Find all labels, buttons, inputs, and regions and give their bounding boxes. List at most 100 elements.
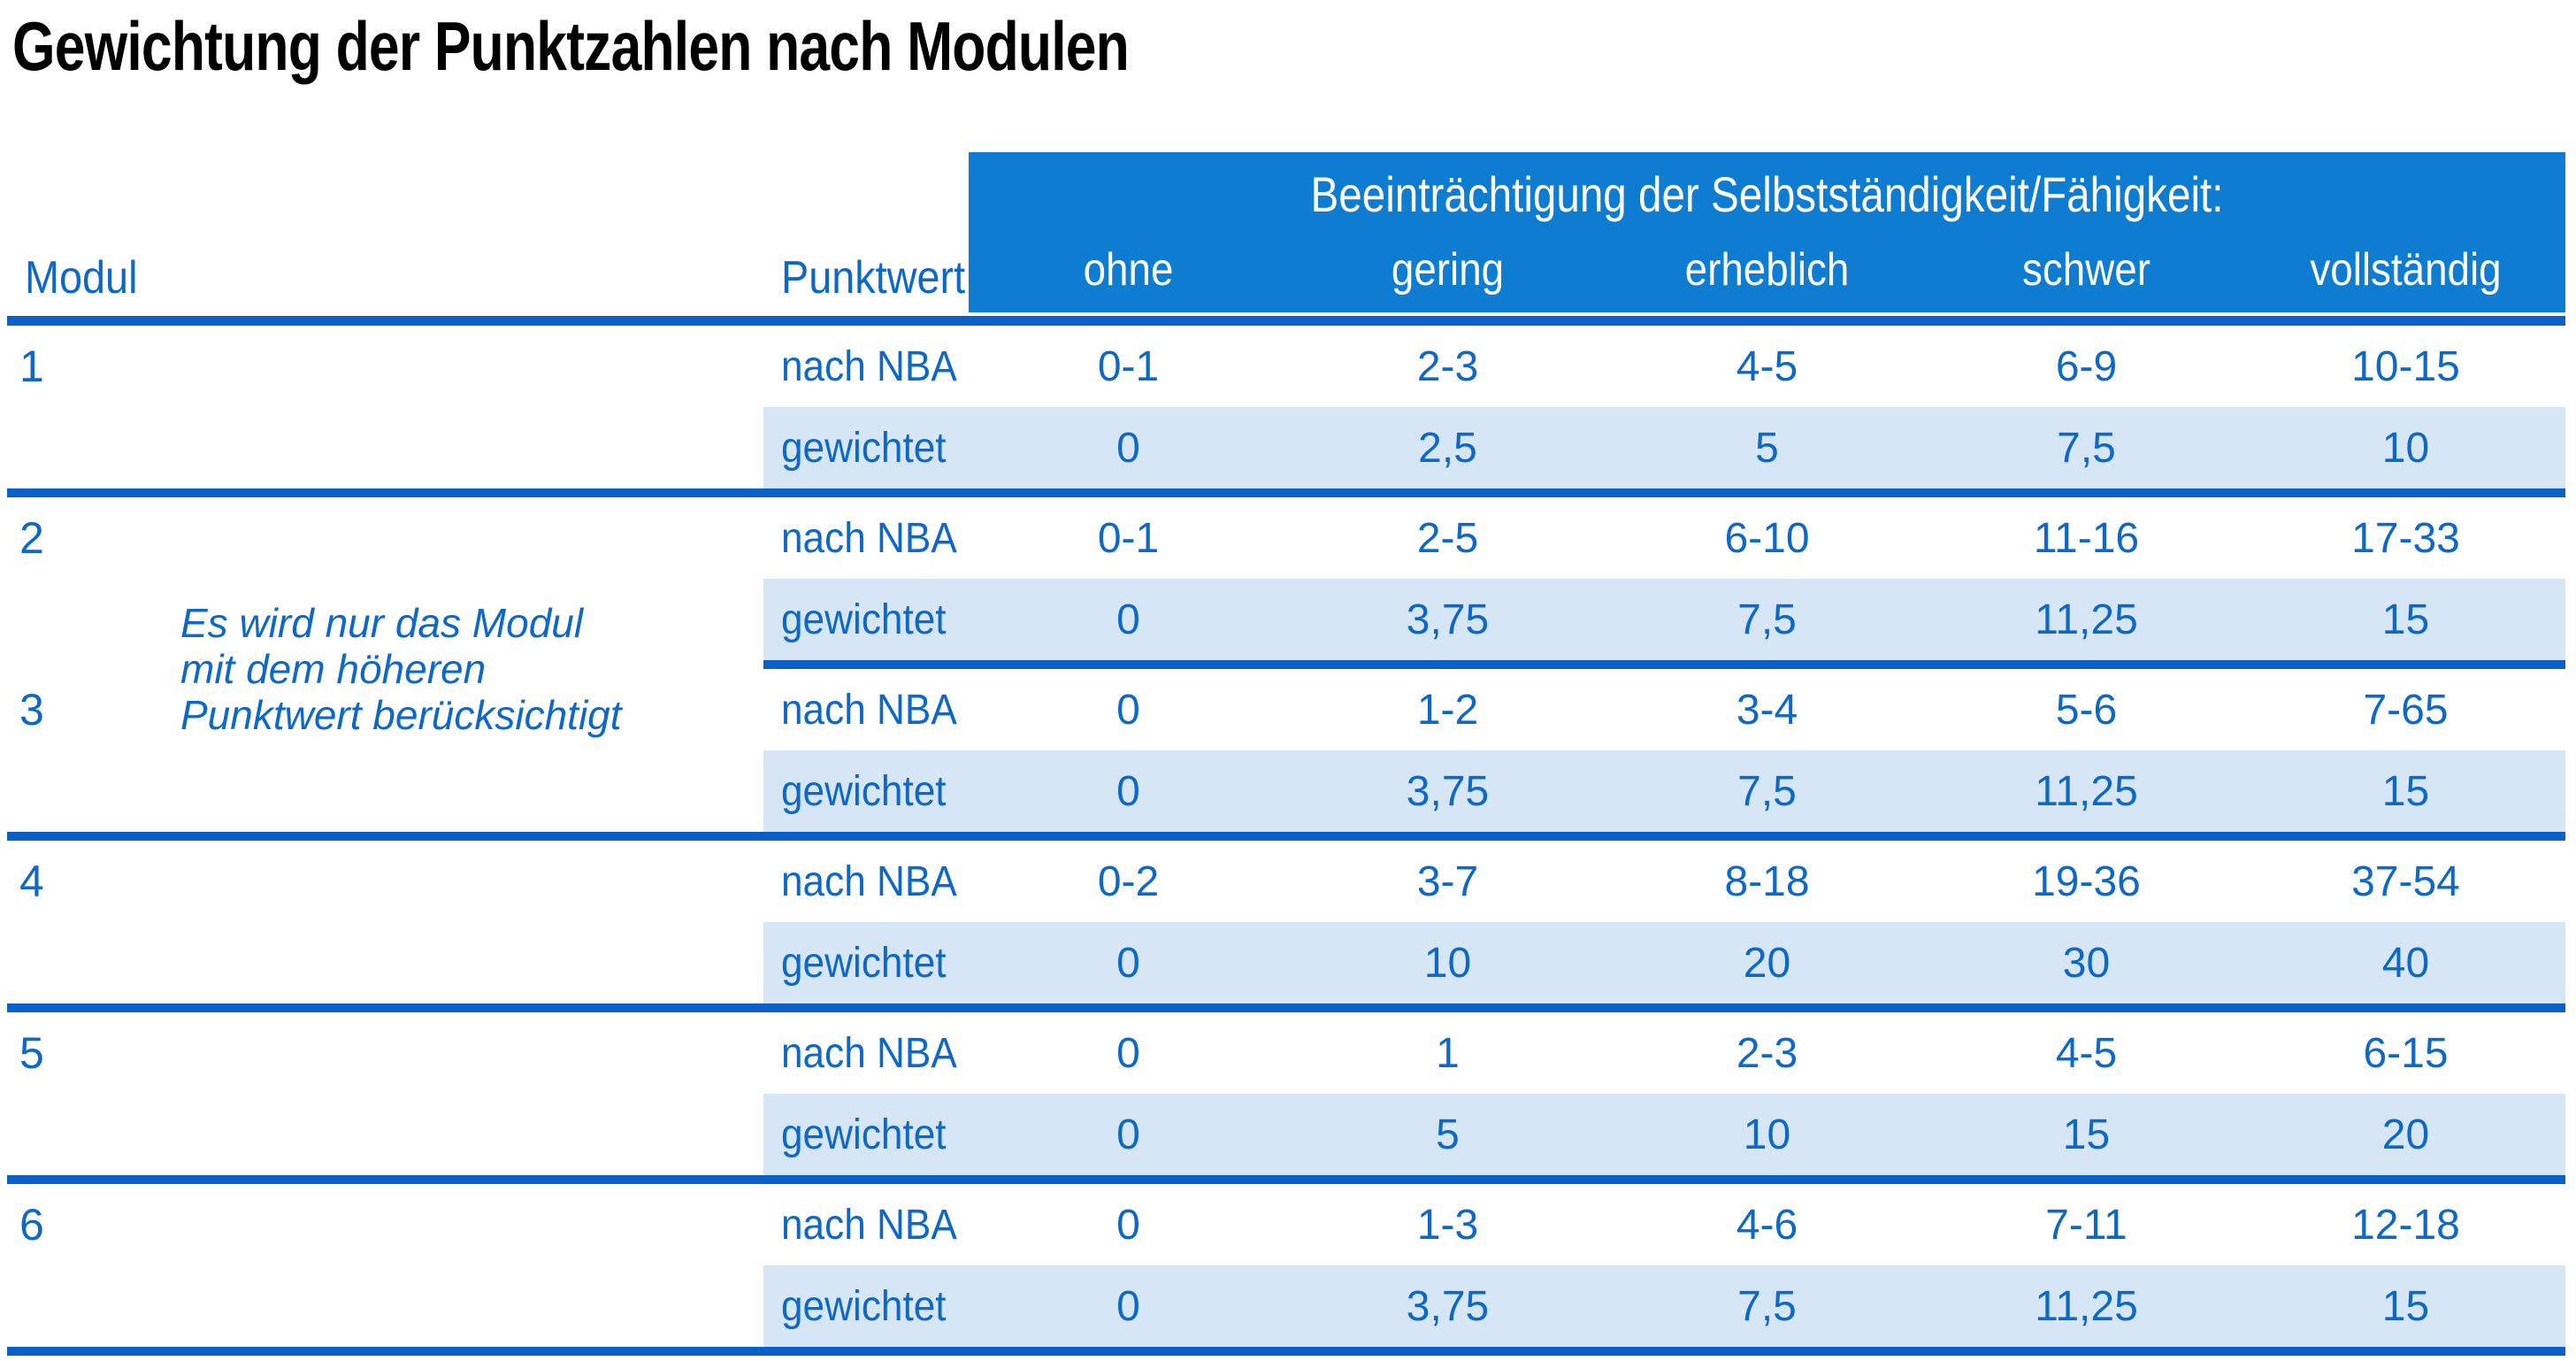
separator-rule — [7, 1003, 2565, 1012]
value-cell: 2-3 — [1416, 342, 1479, 390]
value-cell: 0 — [1116, 424, 1140, 472]
weighted-row-highlight — [763, 579, 2565, 660]
separator-rule — [7, 832, 2565, 841]
value-cell: 3-7 — [1416, 857, 1479, 905]
row-label: nach NBA — [781, 857, 957, 905]
value-cell: 10-15 — [2351, 342, 2460, 390]
row-label: gewichtet — [781, 1111, 947, 1158]
value-cell: 19-36 — [2032, 857, 2141, 905]
value-cell: 3,75 — [1406, 1282, 1490, 1330]
table-row: gewichtet 0 10 20 30 40 — [7, 922, 2565, 1003]
module-number: 1 — [19, 342, 44, 391]
module-group-5: 5 nach NBA 0 1 2-3 4-5 6-15 gewichtet 0 5 10 15 20 — [7, 1012, 2565, 1184]
value-cell: 0 — [1116, 767, 1140, 815]
severity-column-headers: ohne gering erheblich schwer vollständig — [969, 242, 2565, 297]
header-underline — [7, 316, 2565, 326]
note-line: Punktwert berücksichtigt — [180, 692, 622, 738]
module-group-2: 2 nach NBA 0-1 2-5 6-10 11-16 17-33 gewichtet 0 3… — [7, 497, 2565, 669]
value-cell: 7,5 — [1737, 596, 1797, 643]
value-cell: 0 — [1116, 1111, 1140, 1158]
value-cell: 3-4 — [1736, 686, 1798, 734]
separator-rule — [763, 660, 2565, 669]
value-cell: 37-54 — [2351, 857, 2460, 905]
value-cell: 4-5 — [2055, 1029, 2118, 1077]
row-label: gewichtet — [781, 1282, 947, 1330]
impairment-heading: Beeinträchtigung der Selbstständigkeit/F… — [1310, 166, 2224, 222]
value-cell: 7,5 — [2057, 424, 2116, 472]
row-label: gewichtet — [781, 596, 947, 643]
separator-rule — [7, 1175, 2565, 1184]
module-separator — [7, 832, 2565, 841]
row-label: gewichtet — [781, 939, 947, 987]
table-row: gewichtet 0 2,5 5 7,5 10 — [7, 407, 2565, 488]
table-row: gewichtet 0 3,75 7,5 11,25 15 — [7, 750, 2565, 832]
value-cell: 2-5 — [1416, 514, 1479, 562]
value-cell: 5 — [1755, 424, 1779, 472]
value-cell: 7-65 — [2363, 686, 2449, 734]
weighted-row-highlight — [763, 922, 2565, 1003]
value-cell: 1-2 — [1416, 686, 1479, 734]
value-cell: 20 — [1743, 939, 1791, 987]
value-cell: 10 — [2381, 424, 2430, 472]
weighting-table: Beeinträchtigung der Selbstständigkeit/F… — [7, 152, 2565, 1361]
row-label: nach NBA — [781, 514, 957, 562]
note-line: mit dem höheren — [180, 646, 487, 692]
value-cell: 3,75 — [1406, 767, 1490, 815]
value-cell: 15 — [2381, 767, 2430, 815]
column-header-ohne: ohne — [1083, 244, 1174, 296]
module-2-3-note: Es wird nur das Modul mit dem höheren Pu… — [180, 600, 622, 738]
value-cell: 2,5 — [1418, 424, 1477, 472]
table-row: nach NBA 0-1 2-5 6-10 11-16 17-33 — [7, 497, 2565, 579]
value-cell: 5 — [1436, 1111, 1460, 1158]
value-cell: 11,25 — [2035, 596, 2138, 643]
value-cell: 40 — [2381, 939, 2430, 987]
module-number: 2 — [19, 513, 44, 563]
module-separator — [7, 1175, 2565, 1184]
table-row: gewichtet 0 5 10 15 20 — [7, 1094, 2565, 1175]
value-cell: 0-1 — [1097, 342, 1160, 390]
row-label: nach NBA — [781, 686, 957, 734]
table-row: nach NBA 0-2 3-7 8-18 19-36 37-54 — [7, 841, 2565, 922]
weighted-row-highlight — [763, 1265, 2565, 1347]
value-cell: 2-3 — [1736, 1029, 1798, 1077]
value-cell: 3,75 — [1406, 596, 1490, 643]
value-cell: 0-1 — [1097, 514, 1160, 562]
weighted-row-highlight — [763, 750, 2565, 832]
value-cell: 10 — [1743, 1111, 1791, 1158]
module-group-1: 1 nach NBA 0-1 2-3 4-5 6-9 10-15 gewichtet 0 2,5 5… — [7, 326, 2565, 497]
value-cell: 11,25 — [2035, 767, 2138, 815]
column-header-gering: gering — [1391, 244, 1505, 296]
value-cell: 7,5 — [1737, 767, 1797, 815]
module-number: 6 — [19, 1200, 44, 1250]
value-cell: 15 — [2381, 1282, 2430, 1330]
table-row: nach NBA 0-1 2-3 4-5 6-9 10-15 — [7, 326, 2565, 407]
weighted-row-highlight — [763, 407, 2565, 488]
value-cell: 12-18 — [2351, 1201, 2460, 1249]
column-header-modul: Modul — [25, 252, 138, 304]
value-cell: 0 — [1116, 1029, 1140, 1077]
value-cell: 0 — [1116, 686, 1140, 734]
value-cell: 8-18 — [1724, 857, 1810, 905]
value-cell: 15 — [2062, 1111, 2111, 1158]
module-separator — [7, 488, 2565, 497]
value-cell: 30 — [2062, 939, 2111, 987]
note-line: Es wird nur das Modul — [180, 600, 584, 646]
value-cell: 20 — [2381, 1111, 2430, 1158]
value-cell: 1-3 — [1416, 1201, 1479, 1249]
table-row: gewichtet 0 3,75 7,5 11,25 15 — [7, 1265, 2565, 1347]
weighted-row-highlight — [763, 1094, 2565, 1175]
column-header-schwer: schwer — [2022, 244, 2150, 296]
column-header-punktwert: Punktwert — [781, 252, 966, 304]
module-number: 4 — [19, 857, 44, 906]
value-cell: 17-33 — [2351, 514, 2460, 562]
module-separator — [7, 1347, 2565, 1356]
column-header-vollstaendig: vollständig — [2310, 244, 2502, 296]
value-cell: 11,25 — [2035, 1282, 2138, 1330]
value-cell: 0 — [1116, 596, 1140, 643]
value-cell: 4-6 — [1736, 1201, 1798, 1249]
value-cell: 6-15 — [2363, 1029, 2449, 1077]
table-row: nach NBA 0 1-2 3-4 5-6 7-65 — [7, 669, 2565, 750]
module-number: 3 — [19, 685, 44, 734]
table-row: nach NBA 0 1-3 4-6 7-11 12-18 — [7, 1184, 2565, 1265]
